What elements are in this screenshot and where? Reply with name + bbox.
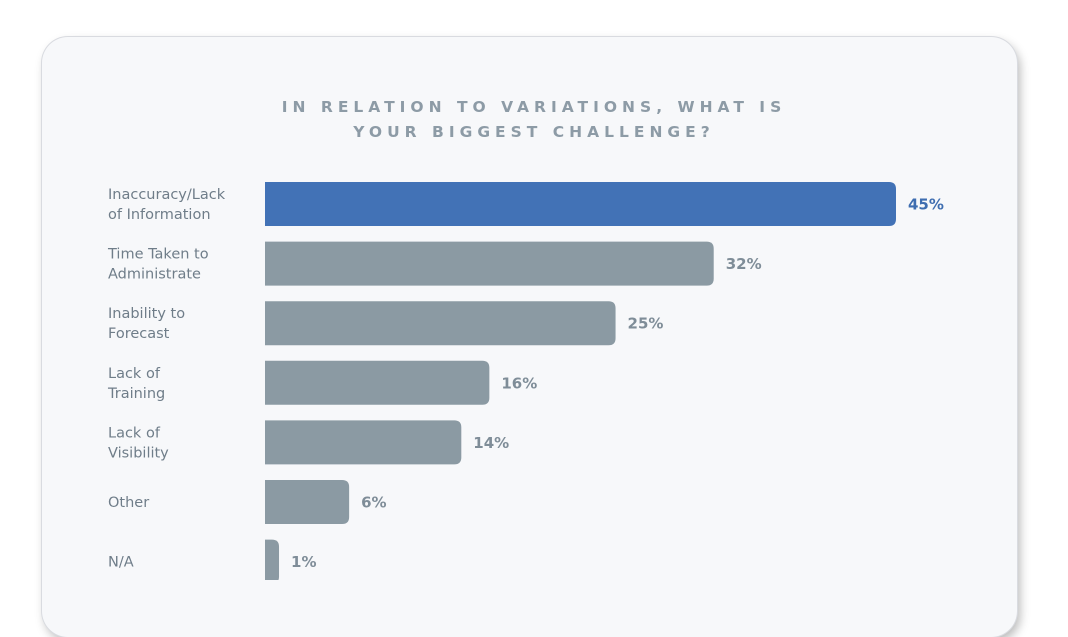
bar-chart: 45% Inaccuracy/Lack of Information 32% Time … xyxy=(107,182,944,580)
bar xyxy=(265,360,490,405)
chart-title-line-2: YOUR BIGGEST CHALLENGE? xyxy=(353,123,715,141)
category-label: Inaccuracy/Lack of Information xyxy=(108,187,226,223)
data-label: 6% xyxy=(361,494,386,512)
category-label: Lack of Visibility xyxy=(108,425,169,461)
data-label: 25% xyxy=(628,315,664,333)
bar-row: 16% Lack of Training xyxy=(107,360,537,405)
data-label: 16% xyxy=(501,374,537,392)
bar xyxy=(265,301,616,346)
bar xyxy=(265,539,280,580)
category-label: Lack of Training xyxy=(107,366,165,402)
category-label: Inability to Forecast xyxy=(108,306,185,342)
bar-row: 6% Other xyxy=(108,480,387,524)
bar-row: 25% Inability to Forecast xyxy=(108,301,664,346)
category-label: Time Taken to Administrate xyxy=(107,247,209,283)
bar-row: 45% Inaccuracy/Lack of Information xyxy=(108,182,944,226)
bar xyxy=(265,480,350,524)
bar xyxy=(265,182,896,226)
category-label: Other xyxy=(108,495,149,511)
data-label: 32% xyxy=(726,255,762,273)
bar-row: 1% N/A xyxy=(108,539,316,580)
bar xyxy=(265,241,714,286)
bar-row: 32% Time Taken to Administrate xyxy=(107,241,762,286)
chart-title: IN RELATION TO VARIATIONS, WHAT IS YOUR … xyxy=(0,95,1068,145)
data-label: 14% xyxy=(473,434,509,452)
category-label: N/A xyxy=(108,555,134,571)
chart-title-line-1: IN RELATION TO VARIATIONS, WHAT IS xyxy=(281,98,787,116)
data-label: 1% xyxy=(291,553,316,571)
bar-row: 14% Lack of Visibility xyxy=(108,420,509,465)
bar xyxy=(265,420,462,465)
data-label: 45% xyxy=(908,196,944,214)
